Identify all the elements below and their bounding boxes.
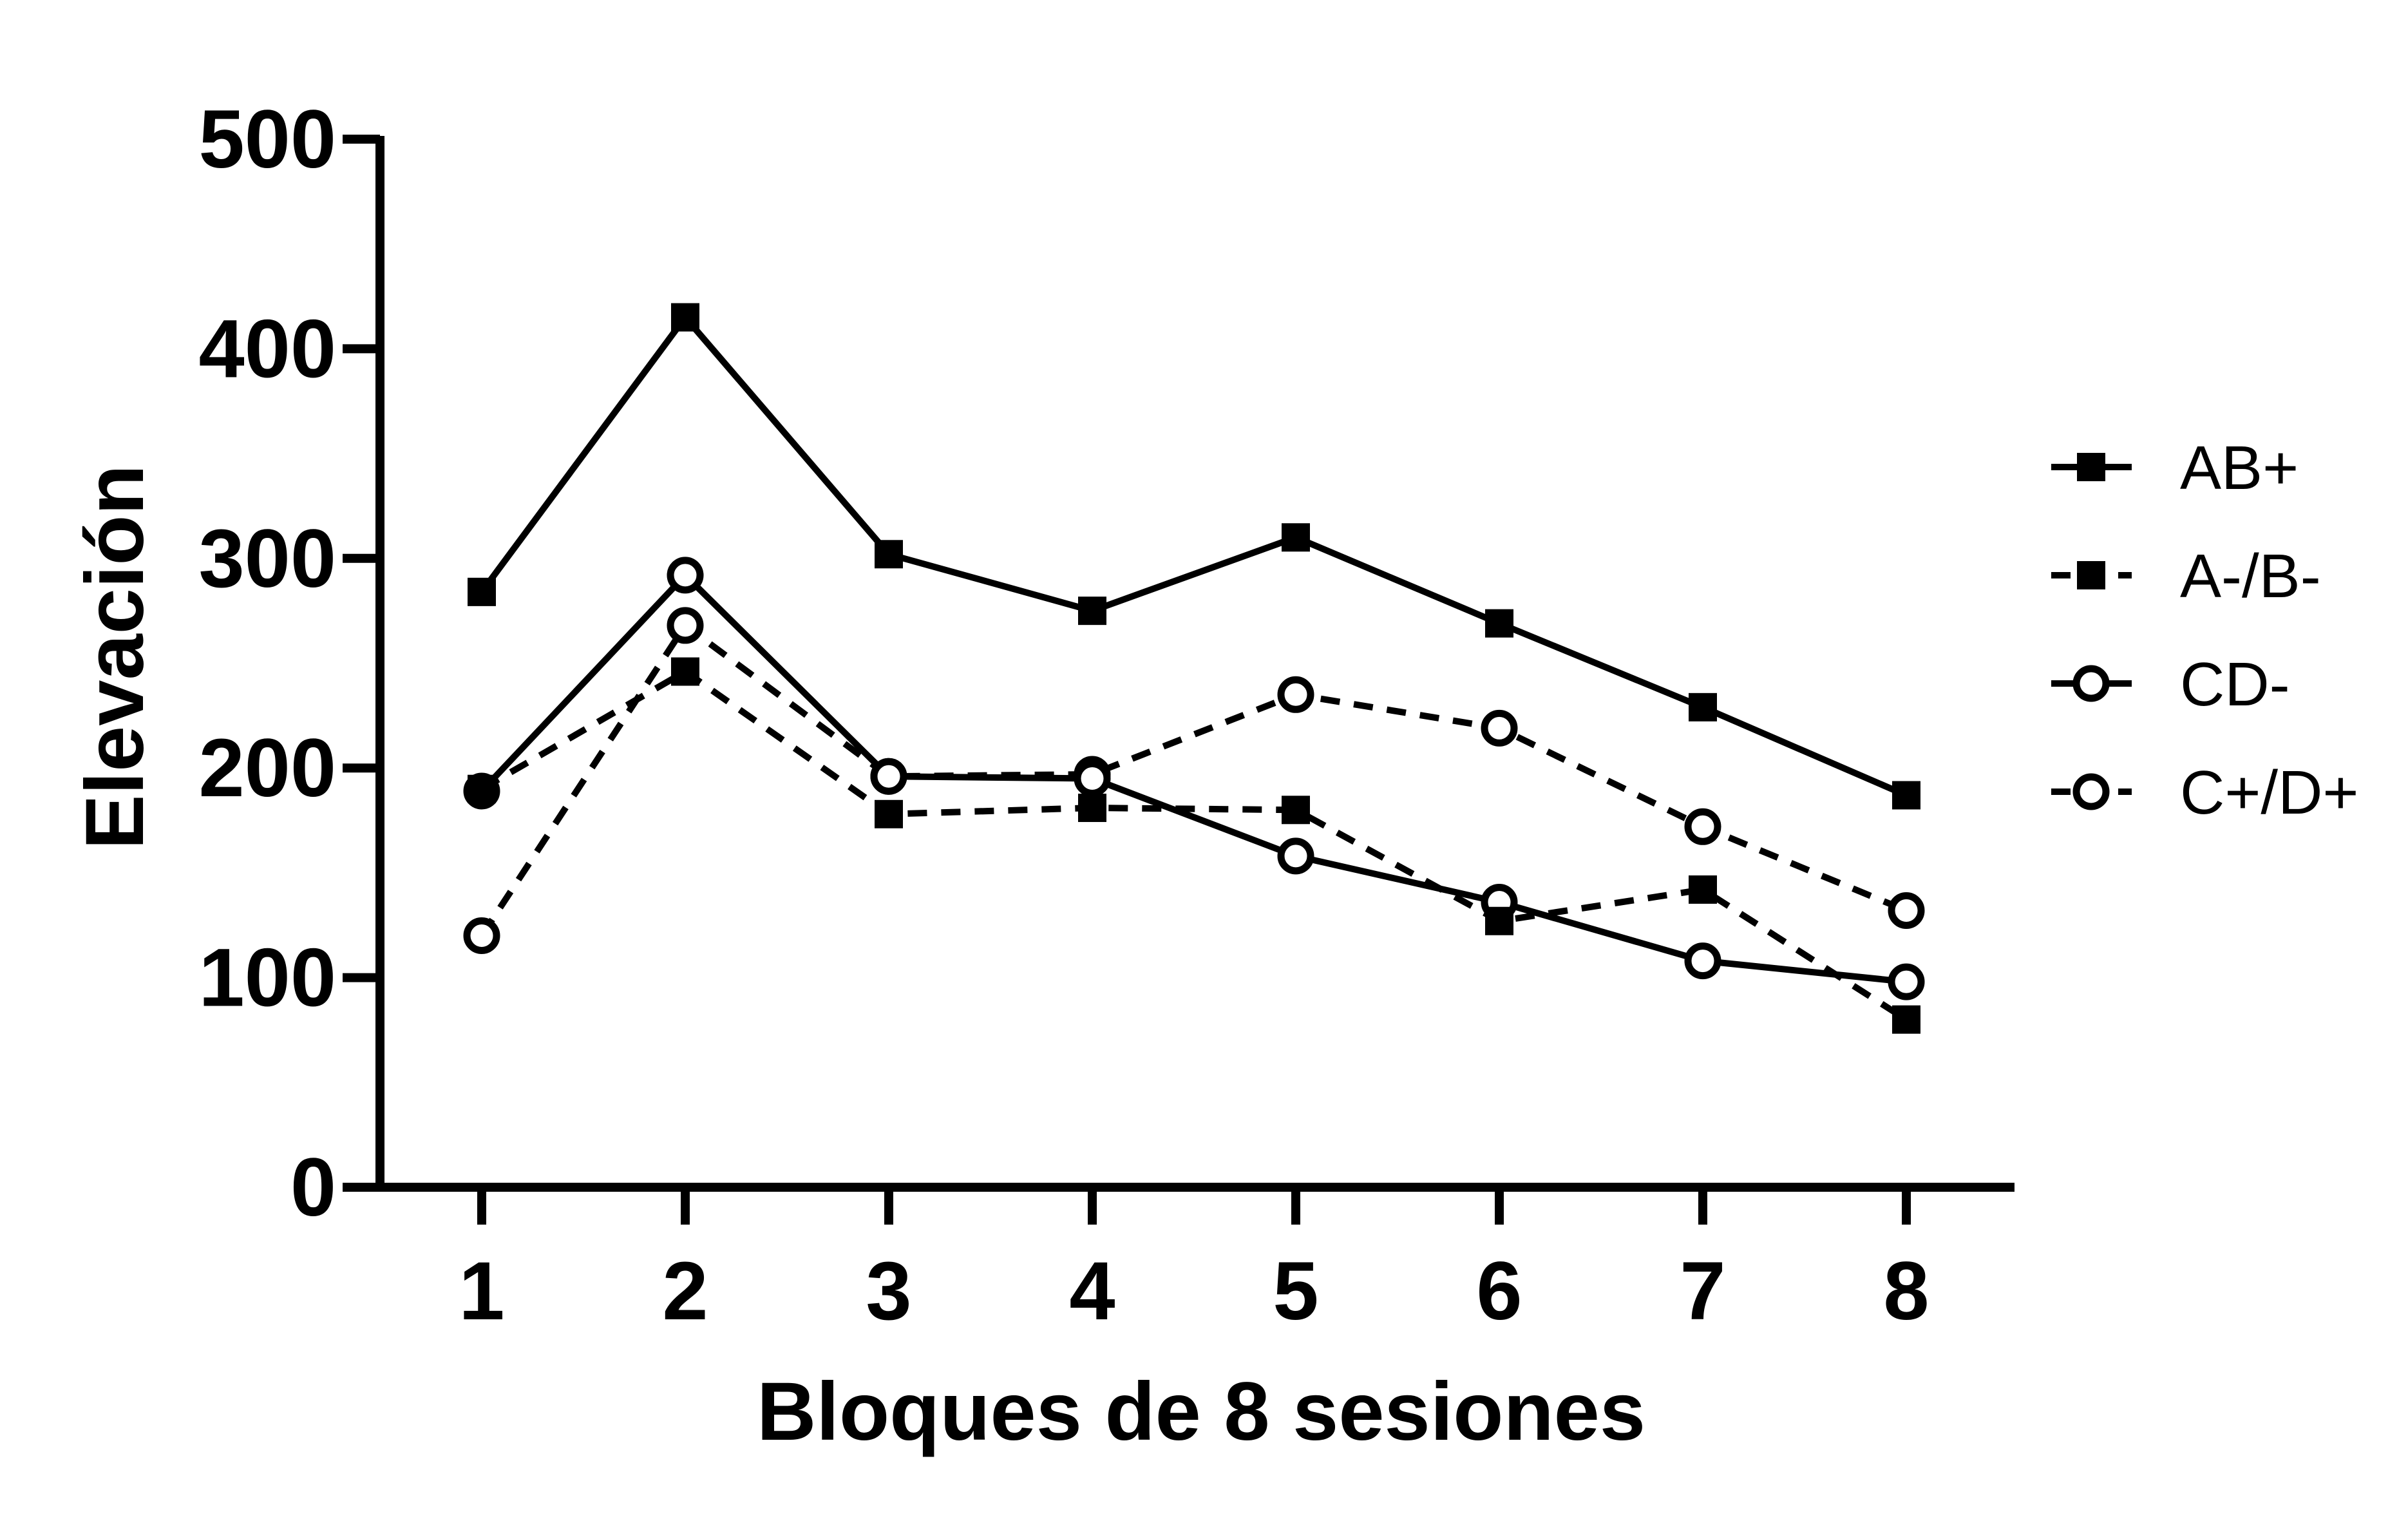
series-A-/B- <box>480 668 1908 1022</box>
series-markers-AB+ <box>468 303 1920 810</box>
series-line <box>480 668 1908 1022</box>
legend: AB+ A-/B- CD- C+/D+ <box>2051 434 2358 827</box>
legend-item: CD- <box>2051 650 2290 719</box>
data-point <box>1078 597 1106 626</box>
legend-label: C+/D+ <box>2180 758 2358 827</box>
data-point <box>1892 1005 1920 1034</box>
series-AB+ <box>479 314 1908 799</box>
data-point <box>671 303 699 332</box>
data-point <box>671 657 699 686</box>
legend-label: AB+ <box>2180 434 2299 502</box>
data-point <box>468 774 496 803</box>
legend-marker <box>2072 665 2110 702</box>
series-CD- <box>479 571 1907 986</box>
legend-marker <box>2077 453 2105 481</box>
data-point <box>875 540 903 569</box>
data-point <box>1277 837 1314 875</box>
data-point <box>1277 676 1314 713</box>
legend-label: CD- <box>2180 650 2290 719</box>
y-tick-label: 0 <box>290 1142 336 1234</box>
series-C+/D+ <box>479 622 1908 938</box>
data-point <box>463 917 500 955</box>
x-tick-label: 8 <box>1883 1245 1929 1337</box>
data-point <box>1282 523 1310 552</box>
y-axis-title: Elevación <box>69 464 161 850</box>
data-point <box>1888 892 1925 929</box>
x-tick-label: 6 <box>1476 1245 1522 1337</box>
series-group <box>463 303 1925 1034</box>
y-tick-label: 500 <box>198 93 336 186</box>
x-tick-label: 2 <box>662 1245 708 1337</box>
x-tick-label: 1 <box>459 1245 504 1337</box>
x-tick-label: 7 <box>1680 1245 1725 1337</box>
data-point <box>1074 760 1111 797</box>
x-tick-label: 4 <box>1069 1245 1115 1337</box>
data-point <box>875 799 903 828</box>
y-tick-label: 300 <box>198 513 336 605</box>
legend-marker <box>2072 773 2110 810</box>
legend-item: C+/D+ <box>2051 758 2358 827</box>
data-point <box>1282 796 1310 825</box>
data-point <box>1684 808 1721 845</box>
data-point <box>667 607 704 644</box>
data-point <box>1481 709 1518 747</box>
x-tick-label: 3 <box>866 1245 911 1337</box>
series-markers-A-/B- <box>468 657 1920 1034</box>
data-point <box>870 758 907 795</box>
data-point <box>1485 609 1513 638</box>
legend-marker <box>2077 561 2105 589</box>
series-line <box>479 314 1908 799</box>
y-tick-label: 100 <box>198 932 336 1024</box>
y-tick-label: 400 <box>198 303 336 395</box>
legend-item: A-/B- <box>2051 542 2321 611</box>
data-point <box>1888 963 1925 1000</box>
legend-label: A-/B- <box>2180 542 2321 611</box>
data-point <box>1485 906 1513 935</box>
x-tick-label: 5 <box>1273 1245 1318 1337</box>
data-point <box>1689 693 1717 721</box>
data-point <box>1684 942 1721 980</box>
legend-item: AB+ <box>2051 434 2299 502</box>
data-point <box>468 577 496 606</box>
data-point <box>1078 794 1106 823</box>
data-point <box>1892 781 1920 810</box>
series-line <box>479 622 1908 938</box>
axes: 0 100 200 300 400 500 1 2 3 4 5 6 7 8 <box>198 93 2015 1337</box>
data-point <box>1689 875 1717 904</box>
y-tick-label: 200 <box>198 722 336 814</box>
data-point <box>667 557 704 594</box>
x-axis-title: Bloques de 8 sesiones <box>757 1366 1645 1458</box>
series-line <box>479 571 1907 986</box>
